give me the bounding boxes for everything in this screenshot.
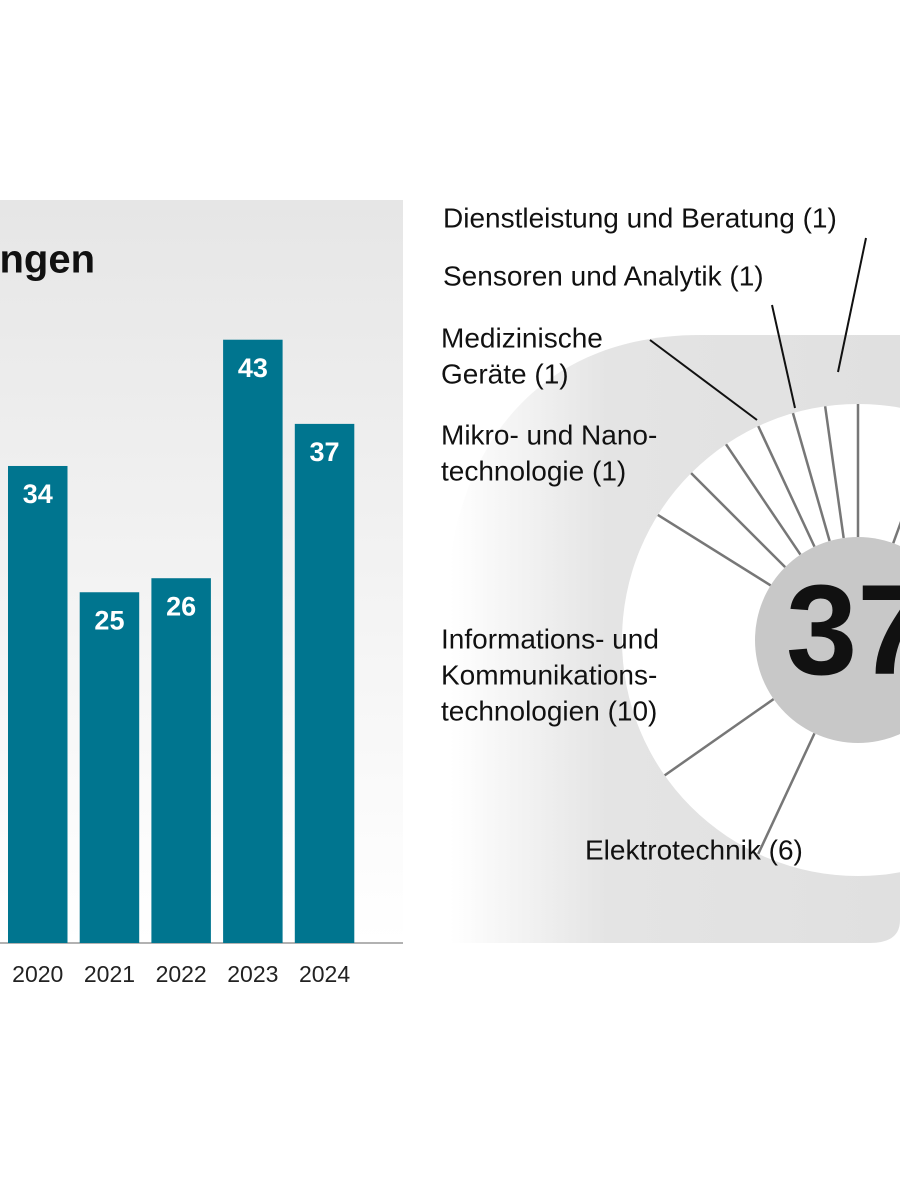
value-label: 26 [166,591,196,621]
x-tick-label: 2023 [227,961,278,987]
value-label: 25 [94,605,124,635]
spoke [757,732,816,855]
bar [79,592,140,943]
spoke [823,406,845,539]
category-label: Kommunikations- [441,659,657,690]
value-label: 34 [23,479,53,509]
category-label: Elektrotechnik (6) [585,834,803,865]
category-label: technologien (10) [441,695,657,726]
leader-lines [649,237,867,421]
leader-line [649,339,758,421]
spoke [757,425,816,548]
x-tick-label: 2021 [84,961,135,987]
leader-line [837,237,867,373]
category-label: Medizinische [441,322,603,353]
spoke [663,698,775,777]
bar [151,578,211,943]
spoke [657,513,772,587]
leader-line [771,304,796,409]
bar [223,339,283,944]
spoke [690,472,787,569]
value-label: 43 [238,353,268,383]
spokes [657,404,900,855]
category-label: Sensoren und Analytik (1) [443,260,764,291]
category-label: Dienstleistung und Beratung (1) [443,202,837,233]
category-label: Mikro- und Nano- [441,419,657,450]
x-tick-label: 2020 [12,961,63,987]
category-label: technologie (1) [441,455,626,486]
total: 37 [786,559,900,702]
bar [294,423,355,943]
x-tick-label: 2024 [299,961,350,987]
spoke [791,412,831,542]
bar [8,465,68,943]
x-tick-label: 2022 [156,961,207,987]
center-circle [755,537,900,743]
category-label: Geräte (1) [441,358,569,389]
category-label: Informations- und [441,623,659,654]
bar-title: ngen [0,238,95,282]
value-label: 37 [310,437,340,467]
spoke [724,443,802,556]
